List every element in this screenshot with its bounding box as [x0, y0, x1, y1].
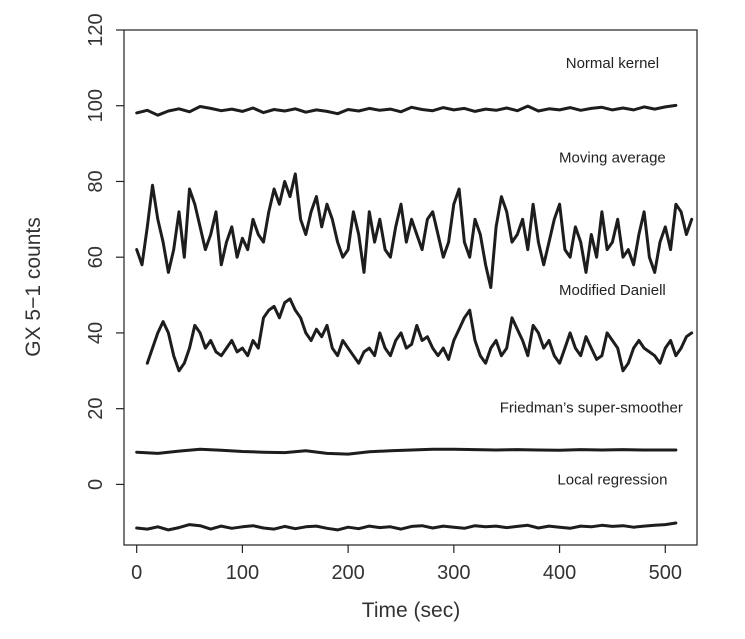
series-line-5 [135, 521, 678, 532]
plot-frame [123, 29, 698, 546]
y-tick-label-60: 60 [85, 246, 107, 268]
annotation-4: Friedman’s super-smoother [500, 399, 683, 416]
x-tick-label-200: 200 [331, 562, 364, 584]
annotations: Normal kernel Moving average Modified Dani… [500, 55, 683, 489]
x-axis-title: Time (sec) [362, 599, 460, 622]
x-tick-label-300: 300 [437, 562, 470, 584]
series-line-3 [145, 297, 694, 373]
series-line-1 [135, 103, 678, 117]
annotation-2: Moving average [559, 150, 666, 167]
annotation-3: Modified Daniell [559, 282, 666, 299]
x-tick-label-400: 400 [543, 562, 576, 584]
series-line-4 [135, 447, 678, 456]
x-tick-label-500: 500 [649, 562, 682, 584]
x-tick-label-100: 100 [226, 562, 259, 584]
series-group [135, 103, 694, 532]
series-line-2 [135, 172, 694, 289]
y-tick-label-20: 20 [85, 398, 107, 420]
y-tick-label-0: 0 [85, 479, 107, 490]
annotation-5: Local regression [557, 471, 667, 488]
y-tick-label-40: 40 [85, 322, 107, 344]
y-tick-label-100: 100 [85, 89, 107, 122]
annotation-1: Normal kernel [566, 55, 659, 72]
axis-ticks: 0 100 200 300 400 500 0 20 40 60 80 100 120 [85, 13, 682, 584]
y-tick-label-120: 120 [85, 13, 107, 46]
x-tick-label-0: 0 [131, 562, 142, 584]
y-axis-title: GX 5−1 counts [22, 217, 45, 357]
y-tick-label-80: 80 [85, 170, 107, 192]
